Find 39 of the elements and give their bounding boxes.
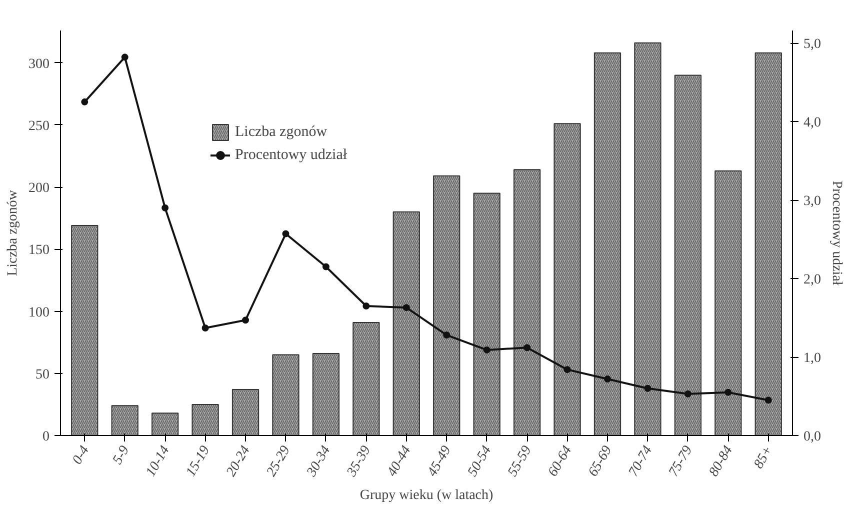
point xyxy=(764,396,772,404)
y-tick-label: 100 xyxy=(28,305,50,320)
y-tick-label: 0 xyxy=(42,430,50,444)
point xyxy=(162,204,169,212)
y2-tick-label: 2,0 xyxy=(804,272,821,288)
y2-tick-label: 1,0 xyxy=(804,351,821,366)
x-tick-label: 5-9 xyxy=(110,443,133,468)
point xyxy=(443,332,450,339)
point xyxy=(644,384,652,392)
point xyxy=(81,98,88,106)
y-tick-label: 200 xyxy=(28,181,50,196)
point xyxy=(242,316,250,324)
point xyxy=(724,388,732,396)
y-axis-title: Liczba zgonów xyxy=(6,189,20,276)
point xyxy=(322,263,330,270)
point xyxy=(684,390,692,398)
point xyxy=(604,375,611,382)
y-tick-label: 150 xyxy=(28,243,50,258)
point xyxy=(121,54,128,61)
y-tick-label: 300 xyxy=(28,56,50,72)
point xyxy=(564,366,571,374)
point xyxy=(402,304,410,312)
x-axis-title: Grupy wieku (w latach) xyxy=(360,488,494,503)
y-tick-label: 250 xyxy=(28,118,50,134)
point xyxy=(362,302,370,310)
point xyxy=(282,230,290,238)
y2-tick-label: 3,0 xyxy=(804,194,821,210)
point xyxy=(524,344,531,352)
legend-label: Liczba zgonów xyxy=(235,124,328,140)
x-tick-label: 0-4 xyxy=(70,443,92,468)
y2-tick-label: 0,0 xyxy=(804,430,821,444)
point xyxy=(202,324,209,332)
y-tick-label: 50 xyxy=(36,367,50,382)
x-tick-label: 85+ xyxy=(751,443,776,472)
y2-tick-label: 4,0 xyxy=(804,116,821,131)
y2-tick-label: 5,0 xyxy=(804,37,821,52)
y2-axis-title: Procentowy udział xyxy=(829,180,844,286)
legend-label: Procentowy udział xyxy=(235,146,348,164)
point xyxy=(483,346,490,354)
